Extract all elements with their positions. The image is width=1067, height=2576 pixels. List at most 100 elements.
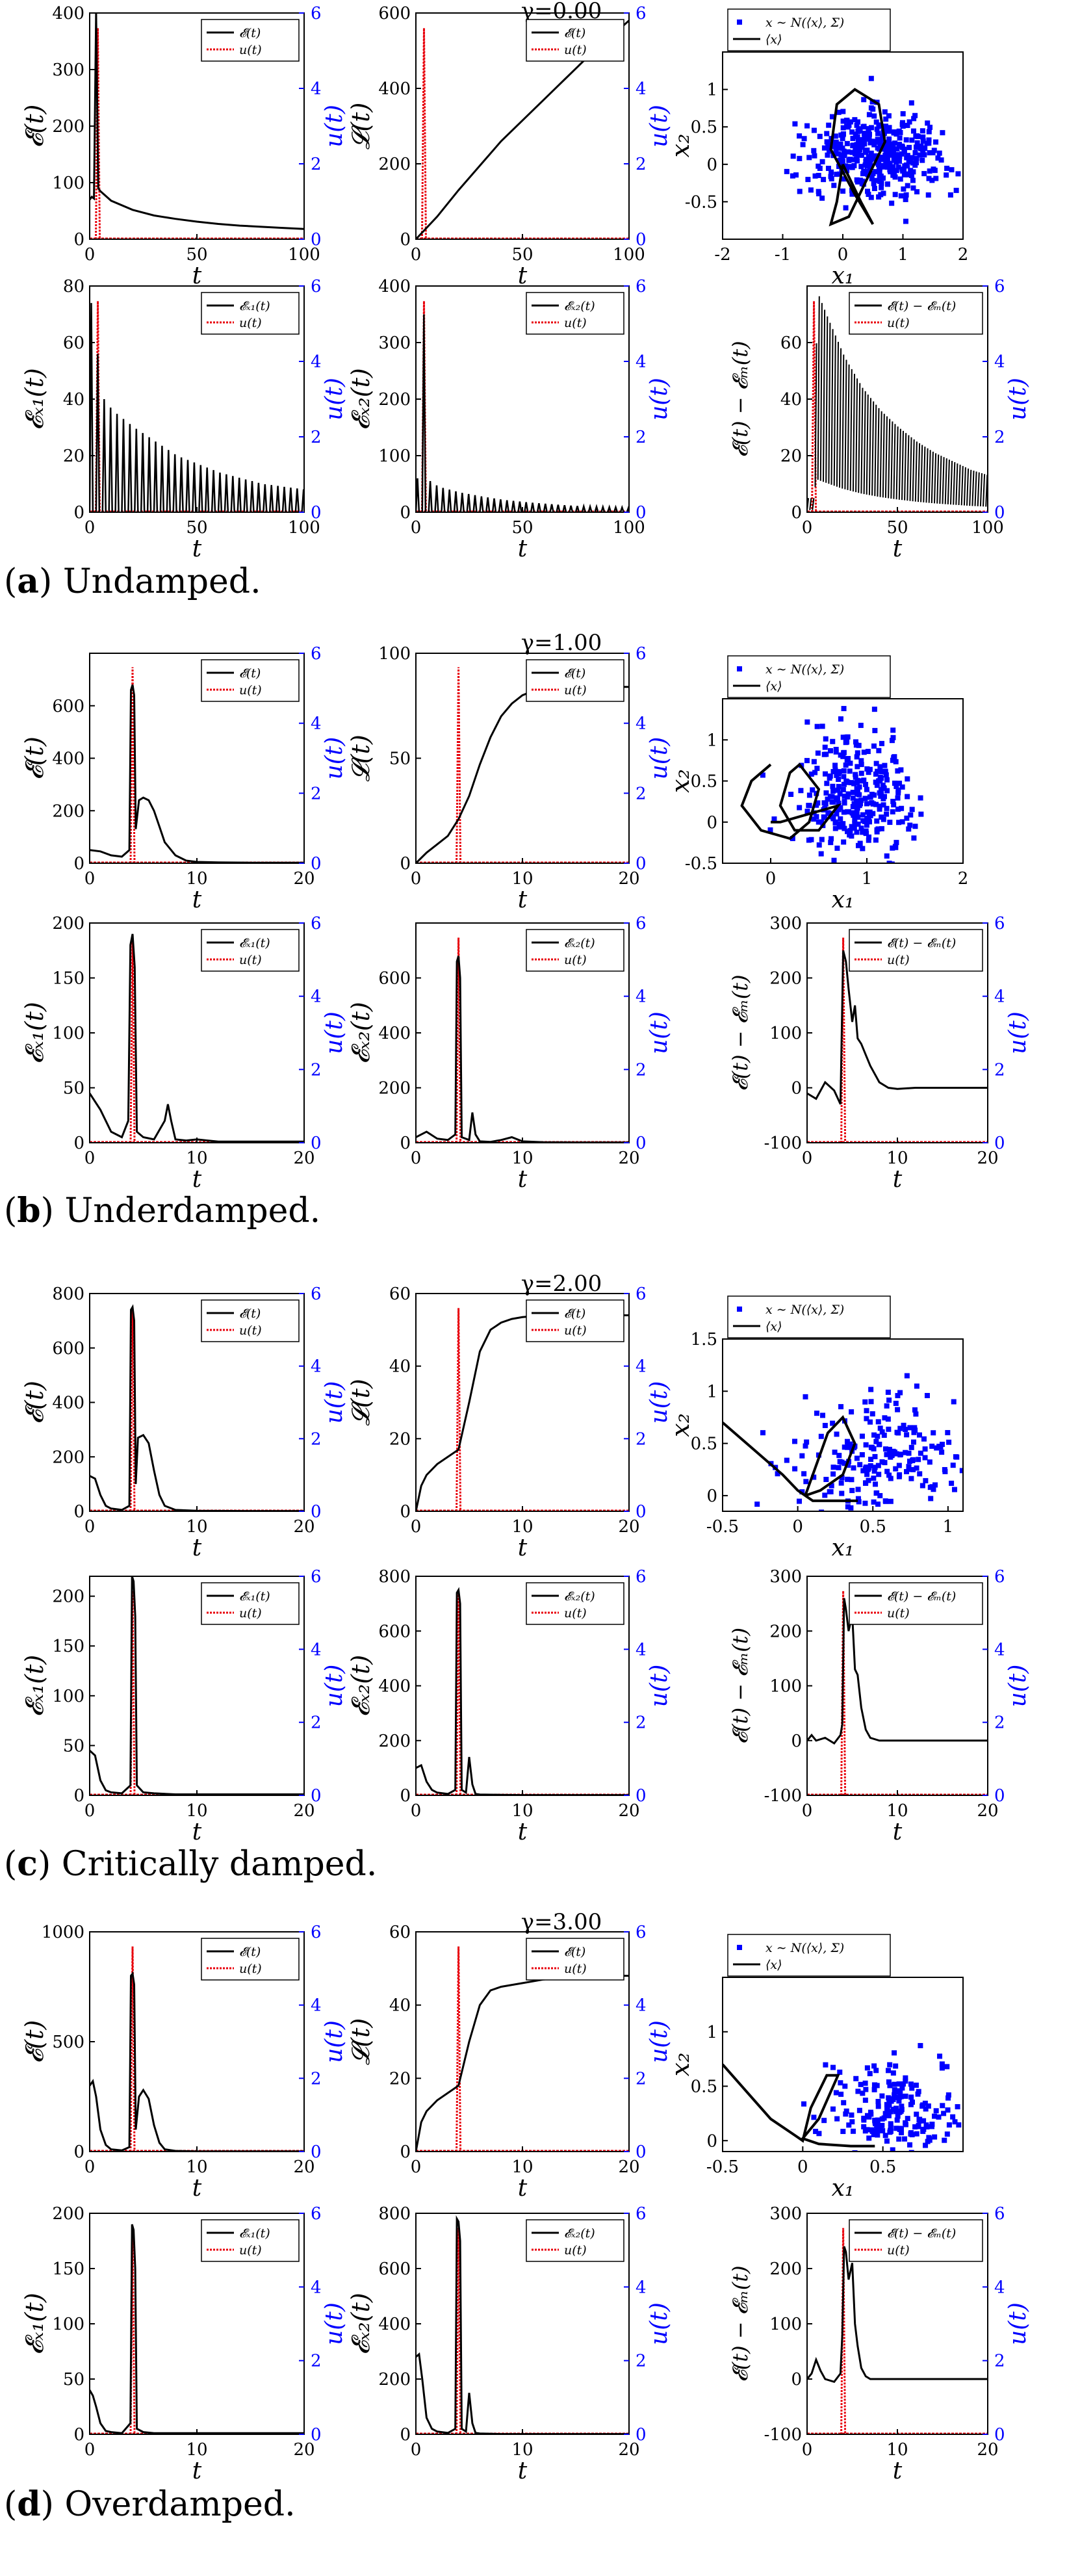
scatter-point (814, 723, 820, 729)
scatter-point (877, 1492, 883, 1498)
scatter-point (864, 815, 870, 821)
legend-label: u(t) (239, 953, 262, 967)
y-tick-label: 0 (791, 503, 802, 523)
scatter-point (830, 788, 836, 794)
y-tick-label: 0 (400, 1502, 411, 1522)
y2-tick-label: 2 (994, 1060, 1005, 1080)
y-tick-label: 0.5 (691, 1435, 717, 1454)
scatter-point (885, 181, 891, 187)
scatter-point (846, 2122, 852, 2128)
scatter-point (842, 826, 847, 831)
scatter-point (811, 816, 817, 822)
y2-axis-label: u(t) (321, 737, 348, 780)
caption-text: Overdamped. (64, 2485, 295, 2524)
y2-axis-label: u(t) (1005, 1665, 1031, 1708)
plot-area (723, 1373, 963, 1526)
scatter-point (801, 1471, 807, 1477)
scatter-point (816, 172, 821, 178)
scatter-point (903, 1426, 908, 1432)
scatter-point (886, 1472, 892, 1478)
legend: 𝓔ₓ₁(t) u(t) (201, 1582, 300, 1625)
scatter-point (873, 1438, 879, 1444)
scatter-point (950, 2114, 956, 2120)
scatter-point (864, 1472, 870, 1477)
scatter-point (877, 803, 882, 809)
y-tick-label: 1 (706, 81, 717, 100)
x-tick-label: 50 (886, 518, 908, 538)
scatter-point (892, 2050, 897, 2056)
y2-tick-label: 4 (311, 714, 322, 734)
scatter-point (825, 796, 830, 802)
y-tick-label: 1 (706, 731, 717, 750)
scatter-point (904, 1373, 910, 1379)
scatter-point (858, 164, 864, 170)
y-tick-label: 200 (378, 1079, 411, 1099)
scatter-point (850, 135, 856, 141)
scatter-point (908, 1444, 914, 1450)
y-tick-label: 200 (52, 2204, 84, 2224)
control-u-spike (456, 1946, 462, 2152)
scatter-point (790, 836, 795, 842)
scatter-point (849, 129, 855, 135)
scatter-point (845, 1476, 851, 1482)
legend: 𝓔(t) u(t) (526, 1938, 624, 1981)
scatter-point (849, 833, 855, 839)
gamma-title: γ=3.00 (521, 1909, 602, 1935)
y2-tick-label: 2 (311, 1429, 322, 1449)
scatter-point (845, 1444, 851, 1450)
series-line (416, 686, 629, 863)
scatter-point (858, 826, 864, 831)
oscillation-line (90, 303, 304, 512)
scatter-point (859, 1452, 865, 1458)
series-line (90, 1576, 304, 1795)
y-tick-label: 20 (389, 1429, 411, 1449)
scatter-point (884, 139, 890, 145)
y-tick-label: 0 (400, 230, 411, 250)
scatter-point (906, 1464, 912, 1470)
scatter-point (861, 136, 867, 142)
scatter-point (930, 150, 936, 155)
x-tick-label: 0 (84, 1517, 96, 1537)
scatter-point (849, 824, 855, 829)
scatter-point (925, 192, 931, 198)
scatter-point (875, 2103, 881, 2109)
scatter-point (868, 150, 874, 156)
x-tick-label: 10 (511, 1801, 533, 1821)
y-tick-label: 40 (389, 1996, 411, 2016)
scatter-point (823, 2062, 829, 2068)
scatter-point (908, 1476, 914, 1481)
scatter-point (914, 140, 920, 146)
scatter-point (853, 774, 858, 780)
chart-a-scatter: -2 -1 0 1 2 -0.5 0 0.5 1 x₁ x₂ x ∼ N(⟨x⟩, Σ) ⟨x⟩ (666, 8, 968, 289)
scatter-point (792, 121, 798, 127)
caption-letter: c (17, 1844, 38, 1884)
y-axis-label: 𝓔(t) (20, 736, 49, 780)
scatter-point (945, 2095, 951, 2101)
scatter-point (927, 1521, 932, 1526)
scatter-point (892, 754, 897, 760)
scatter-point (808, 187, 814, 193)
y2-tick-label: 2 (636, 2352, 647, 2371)
scatter-point (859, 144, 865, 150)
scatter-point (866, 191, 871, 197)
scatter-point (841, 809, 847, 815)
scatter-point (841, 774, 847, 779)
x-tick-label: 20 (977, 2440, 998, 2460)
x-axis-label: x₁ (832, 1535, 855, 1561)
legend-box (201, 1582, 300, 1625)
legend-label: u(t) (239, 1962, 262, 1976)
scatter-point (906, 1458, 912, 1464)
series-line (416, 956, 629, 1143)
x-tick-label: 20 (293, 869, 315, 889)
scatter-point (910, 169, 916, 175)
scatter-point (901, 1422, 906, 1428)
scatter-point (889, 738, 895, 744)
y-tick-label: 200 (52, 1587, 84, 1607)
scatter-point (899, 819, 905, 825)
y2-tick-label: 0 (311, 1134, 322, 1153)
scatter-point (839, 1490, 845, 1496)
scatter-point (874, 2126, 880, 2132)
scatter-point (846, 122, 852, 128)
